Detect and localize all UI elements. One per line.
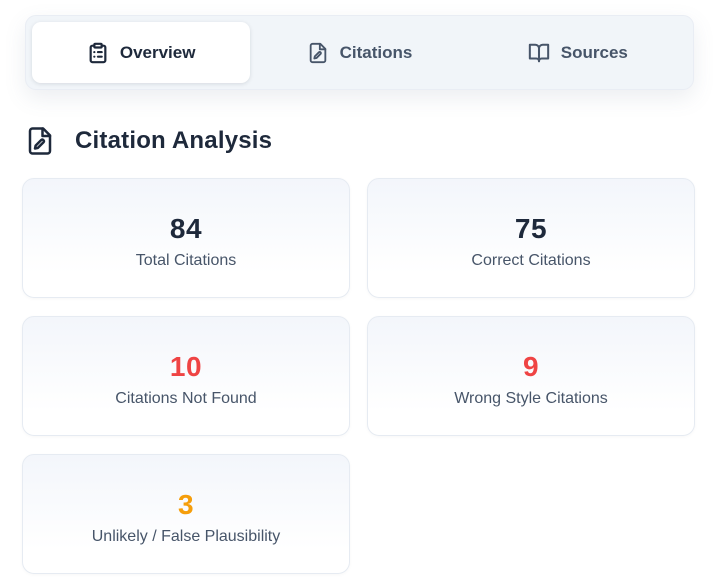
stat-label: Wrong Style Citations: [454, 390, 608, 407]
tab-overview-label: Overview: [119, 42, 196, 62]
stat-label: Citations Not Found: [115, 390, 257, 407]
stats-grid: 84 Total Citations 75 Correct Citations …: [22, 178, 695, 574]
book-open-icon: [528, 42, 550, 64]
tab-bar: Overview Citations Sources: [25, 15, 694, 90]
tab-sources[interactable]: Sources: [469, 22, 687, 83]
file-pen-icon: [307, 42, 329, 64]
stat-value: 75: [514, 213, 548, 244]
tab-citations[interactable]: Citations: [250, 22, 468, 83]
tab-overview[interactable]: Overview: [32, 22, 251, 83]
clipboard-list-icon: [87, 42, 109, 64]
stat-card: 84 Total Citations: [22, 178, 350, 298]
stat-card: 10 Citations Not Found: [22, 316, 350, 436]
file-pen-icon: [25, 126, 55, 156]
stat-value: 10: [169, 351, 203, 382]
stat-card: 75 Correct Citations: [367, 178, 695, 298]
stat-value: 3: [177, 489, 195, 520]
stat-card: 3 Unlikely / False Plausibility: [22, 454, 350, 574]
section-header: Citation Analysis: [25, 126, 692, 156]
stat-label: Correct Citations: [471, 252, 591, 269]
stat-card: 9 Wrong Style Citations: [367, 316, 695, 436]
tab-citations-label: Citations: [339, 42, 413, 62]
stat-value: 84: [169, 213, 203, 244]
tab-sources-label: Sources: [560, 42, 628, 62]
stat-value: 9: [522, 351, 540, 382]
stat-label: Total Citations: [135, 252, 237, 269]
page-title: Citation Analysis: [75, 127, 273, 154]
stat-label: Unlikely / False Plausibility: [91, 528, 281, 545]
